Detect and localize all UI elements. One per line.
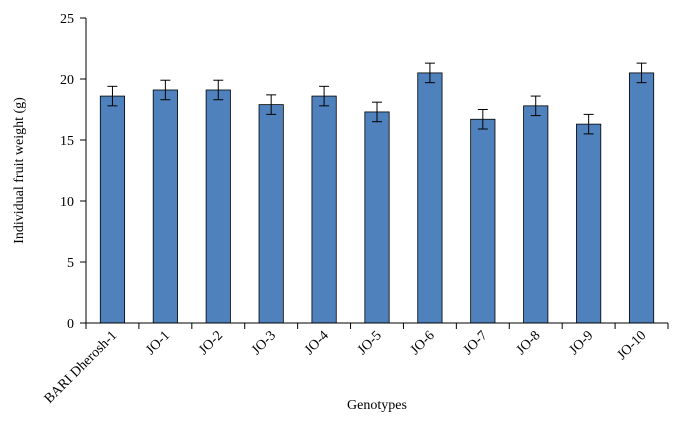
x-tick-label: JO-1 <box>143 328 173 358</box>
x-tick-label: BARI Dherosh-1 <box>42 328 121 407</box>
y-tick-label: 15 <box>60 134 74 149</box>
y-tick-label: 5 <box>67 256 74 271</box>
y-tick-label: 20 <box>60 73 74 88</box>
x-tick-label: JO-3 <box>249 328 279 358</box>
bar <box>470 118 496 324</box>
bar <box>576 123 602 324</box>
x-tick-label: JO-8 <box>514 328 544 358</box>
bar <box>205 89 231 324</box>
bar <box>311 95 337 324</box>
bar <box>258 104 284 324</box>
bar <box>628 72 655 324</box>
x-tick-label: JO-7 <box>461 328 491 358</box>
bar <box>152 89 178 324</box>
bar <box>523 105 549 324</box>
axes <box>85 18 668 324</box>
x-tick-label: JO-9 <box>567 328 597 358</box>
bar <box>99 95 126 324</box>
error-bars <box>107 62 647 135</box>
x-axis-ticks: BARI Dherosh-1 JO-1 JO-2 JO-3 JO-4 JO-5 JO-6 JO… <box>42 323 669 407</box>
y-tick-label: 10 <box>60 195 74 210</box>
bar <box>364 111 390 324</box>
x-axis-title: Genotypes <box>347 398 407 413</box>
x-tick-label: JO-5 <box>355 328 385 358</box>
x-tick-label: JO-4 <box>302 328 332 358</box>
bar <box>417 72 443 324</box>
x-tick-label: JO-10 <box>615 328 650 363</box>
x-tick-label: JO-2 <box>196 328 226 358</box>
y-tick-label: 25 <box>60 12 74 27</box>
y-axis-title: Individual fruit weight (g) <box>12 97 27 244</box>
y-tick-label: 0 <box>67 317 74 332</box>
y-axis-ticks: 0 5 10 15 20 25 <box>60 12 86 332</box>
x-tick-label: JO-6 <box>408 328 438 358</box>
